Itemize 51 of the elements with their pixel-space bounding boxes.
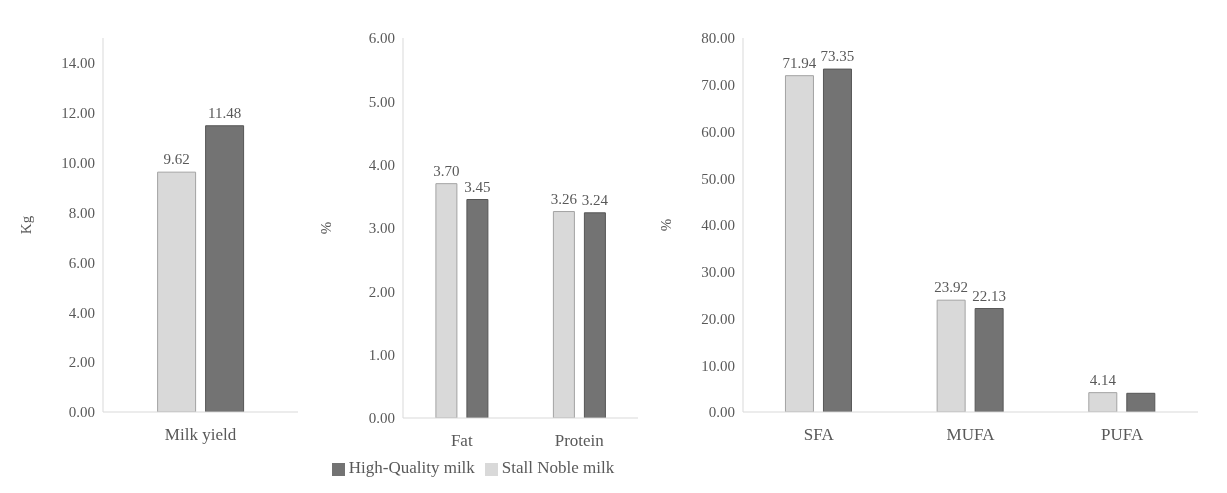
data-label: 11.48 — [208, 104, 242, 121]
legend-label: Stall Noble milk — [501, 458, 615, 477]
y-axis-title: Kg — [18, 215, 35, 235]
data-label: 4.14 — [1089, 371, 1117, 388]
data-label: 23.92 — [934, 279, 969, 296]
y-tick-label: 4.00 — [68, 304, 95, 321]
bar — [1126, 392, 1156, 412]
x-tick-label: SFA — [803, 425, 835, 445]
y-tick-label: 40.00 — [701, 217, 735, 234]
bar — [822, 68, 852, 412]
y-tick-label: 80.00 — [701, 30, 735, 47]
y-tick-label: 4.00 — [368, 156, 395, 173]
y-tick-label: 30.00 — [701, 264, 735, 281]
y-tick-label: 70.00 — [701, 77, 735, 94]
y-tick-label: 3.00 — [368, 220, 395, 237]
legend-label: High-Quality milk — [348, 458, 475, 477]
y-tick-label: 12.00 — [61, 105, 95, 122]
y-tick-label: 0.00 — [368, 410, 395, 427]
x-tick-label: Milk yield — [164, 425, 237, 445]
data-label: 9.62 — [163, 151, 190, 168]
data-label: 3.70 — [433, 162, 460, 179]
data-label: 3.45 — [464, 178, 491, 195]
y-tick-label: 14.00 — [61, 55, 95, 72]
y-tick-label: 8.00 — [68, 204, 95, 221]
y-tick-label: 6.00 — [68, 254, 95, 271]
y-tick-label: 2.00 — [368, 283, 395, 300]
y-tick-label: 20.00 — [701, 310, 735, 327]
data-label: 3.26 — [550, 190, 578, 207]
data-label: 22.13 — [972, 287, 1007, 304]
y-tick-label: 0.00 — [708, 404, 735, 421]
y-tick-label: 50.00 — [701, 170, 735, 187]
y-tick-label: 60.00 — [701, 123, 735, 140]
data-label: 73.35 — [820, 48, 855, 65]
bar — [466, 199, 489, 418]
y-axis-title: % — [318, 221, 335, 235]
y-tick-label: 10.00 — [701, 357, 735, 374]
x-tick-label: Fat — [450, 431, 473, 451]
y-tick-label: 6.00 — [368, 30, 395, 47]
data-label: 3.24 — [581, 191, 609, 208]
x-tick-label: MUFA — [946, 425, 996, 445]
data-label: 71.94 — [782, 54, 817, 71]
y-tick-label: 10.00 — [61, 154, 95, 171]
y-tick-label: 2.00 — [68, 354, 95, 371]
x-tick-label: Protein — [554, 431, 605, 451]
y-tick-label: 1.00 — [368, 346, 395, 363]
y-axis-title: % — [658, 218, 675, 232]
y-tick-label: 0.00 — [68, 404, 95, 421]
bar — [583, 212, 606, 418]
x-tick-label: PUFA — [1101, 425, 1144, 445]
bar — [974, 308, 1004, 412]
y-tick-label: 5.00 — [368, 93, 395, 110]
